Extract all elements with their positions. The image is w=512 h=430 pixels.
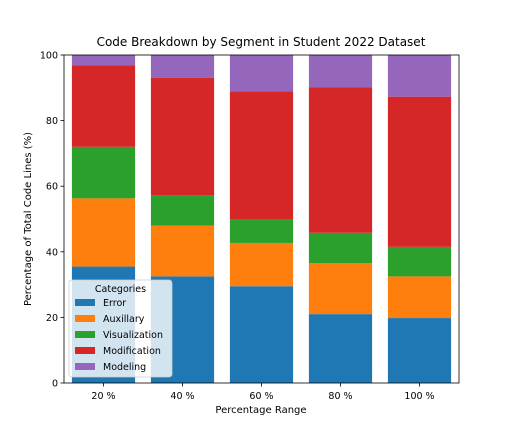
bar-error-3: [229, 286, 294, 383]
bar-visualization-5: [387, 246, 452, 277]
bar-modification-3: [229, 91, 294, 219]
chart-title: Code Breakdown by Segment in Student 202…: [97, 35, 426, 49]
bar-auxillary-5: [387, 276, 452, 319]
y-tick-label: 20: [46, 313, 58, 324]
y-tick-label: 60: [46, 182, 58, 193]
y-axis-label: Percentage of Total Code Lines (%): [23, 132, 34, 306]
x-tick-label: 60 %: [249, 391, 273, 402]
y-axis-ticks: 0 20 40 60 80 100: [40, 51, 64, 390]
bar-error-5: [387, 318, 452, 383]
legend-swatch-error: [75, 299, 95, 306]
legend-label-error: Error: [103, 298, 126, 309]
bar-auxillary-4: [308, 263, 373, 315]
bar-modification-2: [150, 77, 215, 196]
legend-label-auxillary: Auxillary: [103, 314, 145, 325]
x-axis-label: Percentage Range: [215, 405, 306, 416]
bar-auxillary-1: [71, 198, 136, 267]
bar-modeling-4: [308, 55, 373, 88]
y-tick-label: 80: [46, 116, 58, 127]
x-axis-ticks: 20 % 40 % 60 % 80 % 100 %: [91, 383, 435, 402]
bar-visualization-1: [71, 146, 136, 199]
y-tick-label: 100: [40, 51, 58, 62]
legend-swatch-visualization: [75, 331, 95, 338]
bar-auxillary-2: [150, 225, 215, 277]
bar-modeling-2: [150, 55, 215, 78]
legend-swatch-auxillary: [75, 315, 95, 322]
legend-title: Categories: [95, 284, 146, 295]
legend-label-modeling: Modeling: [103, 362, 146, 373]
bar-modeling-3: [229, 55, 294, 92]
legend-label-visualization: Visualization: [103, 330, 163, 341]
bar-modeling-5: [387, 55, 452, 97]
bar-modification-4: [308, 87, 373, 233]
bar-visualization-4: [308, 232, 373, 264]
y-tick-label: 0: [52, 379, 58, 390]
bar-visualization-3: [229, 219, 294, 243]
bar-modification-1: [71, 65, 136, 147]
x-tick-label: 20 %: [91, 391, 115, 402]
bar-modeling-1: [71, 55, 136, 66]
legend: Categories Error Auxillary Visualization Mo…: [68, 279, 173, 378]
bar-visualization-2: [150, 195, 215, 226]
legend-items: Error Auxillary Visualization Modification M…: [75, 298, 163, 373]
x-tick-label: 40 %: [170, 391, 194, 402]
x-tick-label: 100 %: [404, 391, 434, 402]
bar-modification-5: [387, 96, 452, 247]
y-tick-label: 40: [46, 247, 58, 258]
bar-auxillary-3: [229, 242, 294, 287]
legend-swatch-modification: [75, 347, 95, 354]
x-tick-label: 80 %: [328, 391, 352, 402]
legend-label-modification: Modification: [103, 346, 161, 357]
plot-frame: [63, 54, 460, 384]
legend-swatch-modeling: [75, 363, 95, 370]
bar-error-4: [308, 314, 373, 383]
